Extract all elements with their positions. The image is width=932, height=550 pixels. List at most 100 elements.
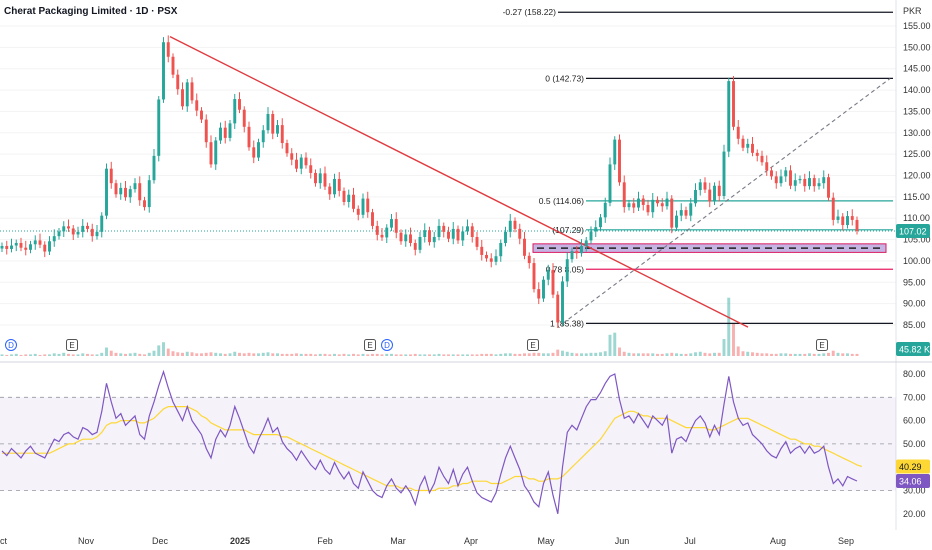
candle-body	[176, 74, 180, 90]
candle-body	[418, 237, 422, 250]
volume-bar	[181, 352, 184, 356]
volume-bar	[185, 351, 189, 356]
candle-body	[366, 198, 370, 213]
candle-body	[466, 226, 469, 232]
price-tick-label: 130.00	[903, 128, 931, 138]
candle-body	[622, 182, 626, 208]
candle-body	[290, 153, 294, 160]
time-tick-label: Feb	[317, 536, 333, 546]
candle-body	[713, 185, 716, 202]
volume-bar	[200, 353, 203, 356]
candle-body	[727, 81, 731, 152]
volume-bar	[295, 353, 298, 356]
volume-bar	[5, 354, 9, 356]
volume-bar	[413, 353, 417, 356]
earnings-label: E	[530, 341, 535, 350]
price-tick-label: 120.00	[903, 171, 931, 181]
earnings-label: E	[819, 341, 824, 350]
candle-body	[527, 255, 531, 264]
candle-body	[86, 225, 89, 229]
volume-badge-box	[896, 342, 930, 356]
candle-body	[784, 170, 788, 177]
volume-bar	[195, 353, 199, 356]
rsi-ma-line	[2, 406, 862, 492]
candle-body	[613, 139, 617, 165]
volume-bar	[461, 354, 465, 356]
volume-bar	[138, 353, 142, 356]
volume-bar	[304, 353, 308, 356]
volume-bar	[513, 353, 517, 356]
candle-body	[90, 228, 94, 237]
candle-body	[736, 126, 740, 139]
candle-body	[128, 189, 132, 198]
volume-bar	[708, 353, 712, 356]
candle-body	[124, 187, 127, 198]
candle-body	[779, 176, 783, 184]
fib-level-label: 0.78 8.05)	[546, 264, 584, 274]
candle-body	[489, 258, 493, 262]
candle-body	[361, 198, 365, 215]
volume-bar	[546, 353, 550, 356]
candle-body	[475, 237, 479, 247]
volume-bar	[641, 353, 645, 356]
volume-bar	[608, 334, 612, 356]
volume-bar	[105, 347, 108, 356]
candle-body	[409, 234, 412, 243]
candle-body	[703, 182, 707, 190]
volume-bar	[831, 350, 835, 356]
last-price-badge-box	[896, 223, 930, 238]
volume-bar	[86, 353, 89, 356]
candle-body	[100, 215, 104, 232]
candle-body	[114, 183, 118, 195]
candle-body	[542, 279, 545, 299]
fib-level-label: (107.29)	[552, 225, 584, 235]
time-tick-label: Jun	[615, 536, 630, 546]
volume-bar	[784, 353, 788, 356]
candle-body	[812, 178, 816, 187]
candle-body	[641, 198, 645, 205]
candle-body	[551, 269, 555, 295]
candle-body	[599, 217, 602, 228]
candle-body	[618, 139, 621, 183]
volume-bar	[760, 353, 764, 356]
candle-body	[0, 245, 4, 249]
candle-body	[261, 130, 265, 143]
time-tick-label: May	[537, 536, 555, 546]
volume-bar	[442, 354, 446, 356]
candle-body	[204, 119, 208, 143]
volume-bar	[247, 352, 251, 356]
grid	[0, 25, 896, 326]
candle-body	[447, 231, 450, 239]
volume-bar	[846, 353, 849, 356]
candle-body	[181, 89, 184, 107]
candle-body	[233, 99, 237, 124]
volume-bar	[451, 354, 455, 356]
candle-body	[252, 147, 256, 158]
volume-bar	[765, 353, 769, 356]
candle-body	[432, 237, 436, 243]
chart-title: Cherat Packaging Limited · 1D · PSX	[4, 6, 178, 17]
volume-bar	[603, 351, 607, 356]
candle-body	[760, 155, 764, 163]
earnings-marker: E	[364, 339, 376, 351]
volume-bar	[732, 323, 735, 356]
volume-bar	[318, 353, 322, 356]
volume-bar	[518, 353, 522, 356]
candle-body	[318, 173, 322, 184]
candle-body	[646, 204, 650, 213]
candle-body	[38, 240, 42, 245]
candle-body	[765, 162, 769, 171]
volume-bar	[209, 352, 213, 356]
candle-body	[119, 187, 123, 195]
volume-bar	[385, 353, 389, 356]
last-price-badge: 107.02	[896, 223, 930, 238]
volume-bar	[689, 353, 693, 356]
volume-bar	[665, 353, 669, 356]
candle-body	[755, 152, 759, 156]
volume-bars	[0, 297, 859, 356]
candle-body	[751, 143, 754, 153]
volume-bar	[561, 350, 564, 356]
volume-bar	[238, 352, 241, 356]
time-tick-label: Apr	[464, 536, 478, 546]
